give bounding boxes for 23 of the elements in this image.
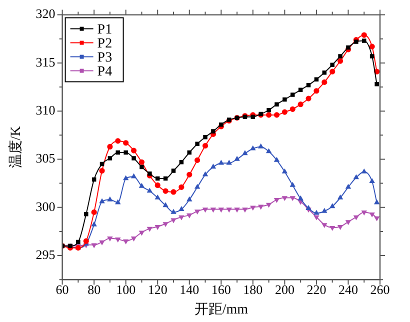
x-tick-label: 120 — [148, 282, 168, 297]
x-tick-label: 220 — [306, 282, 326, 297]
y-tick-label: 310 — [36, 102, 56, 118]
y-tick-label: 295 — [36, 246, 56, 262]
x-tick-label: 240 — [338, 282, 358, 297]
legend-label: P2 — [97, 36, 112, 52]
y-tick-label: 315 — [36, 54, 56, 70]
y-tick-label: 305 — [36, 150, 56, 166]
x-tick-label: 80 — [88, 282, 101, 297]
x-tick-label: 200 — [274, 282, 294, 297]
x-tick-label: 100 — [116, 282, 136, 297]
x-tick-label: 160 — [211, 282, 231, 297]
y-tick-label: 320 — [36, 6, 56, 22]
legend-label: P1 — [97, 22, 112, 38]
x-axis-title: 开距/mm — [194, 302, 248, 318]
legend-label: P4 — [97, 64, 112, 80]
legend-label: P3 — [97, 50, 112, 66]
x-tick-label: 180 — [243, 282, 263, 297]
x-tick-label: 260 — [370, 282, 390, 297]
y-tick-label: 300 — [36, 198, 56, 214]
x-tick-label: 140 — [180, 282, 200, 297]
y-axis-title: 温度/K — [8, 126, 24, 168]
x-tick-label: 60 — [56, 282, 69, 297]
